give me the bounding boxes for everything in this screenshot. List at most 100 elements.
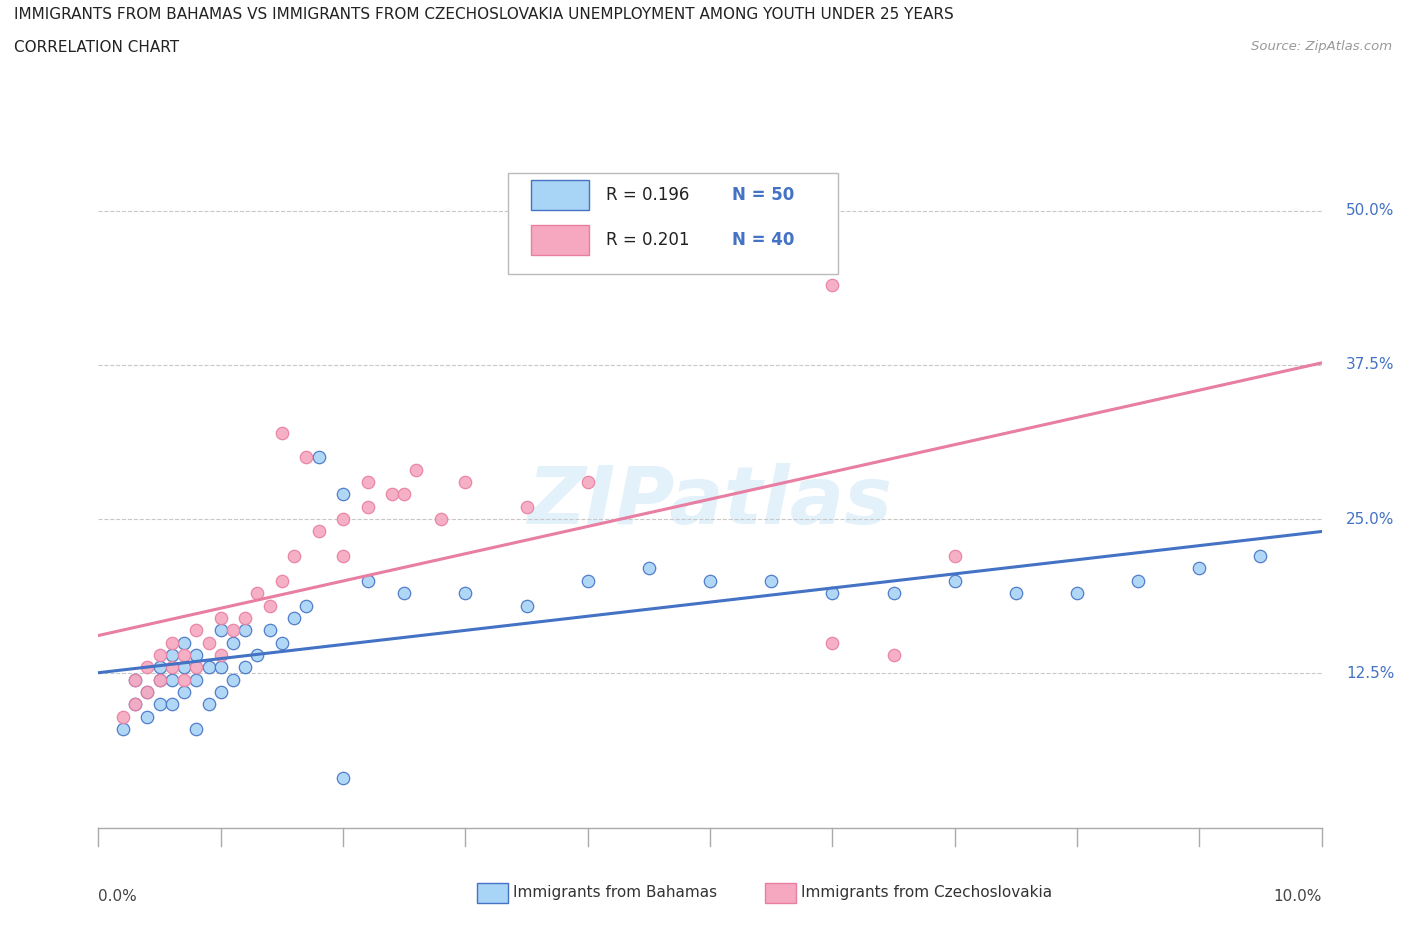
Point: [332, 771, 354, 786]
Point: [149, 697, 172, 711]
Point: [1188, 561, 1211, 576]
Text: ZIPatlas: ZIPatlas: [527, 463, 893, 541]
Point: [186, 722, 208, 737]
Point: [356, 474, 378, 489]
Text: Immigrants from Czechoslovakia: Immigrants from Czechoslovakia: [801, 885, 1053, 900]
Point: [1004, 586, 1026, 601]
Point: [124, 672, 146, 687]
Point: [308, 450, 330, 465]
Point: [149, 672, 172, 687]
Point: [295, 598, 318, 613]
Point: [883, 586, 905, 601]
Point: [356, 574, 378, 589]
Point: [270, 425, 292, 440]
Point: [124, 697, 146, 711]
Text: N = 50: N = 50: [733, 186, 794, 204]
Text: N = 40: N = 40: [733, 231, 794, 248]
Point: [186, 623, 208, 638]
Point: [149, 659, 172, 674]
Point: [173, 635, 195, 650]
Point: [759, 574, 782, 589]
Point: [222, 623, 245, 638]
Point: [454, 586, 477, 601]
Text: Source: ZipAtlas.com: Source: ZipAtlas.com: [1251, 40, 1392, 53]
Point: [149, 672, 172, 687]
Point: [197, 659, 219, 674]
Text: 10.0%: 10.0%: [1274, 889, 1322, 904]
Point: [197, 635, 219, 650]
Text: R = 0.201: R = 0.201: [606, 231, 689, 248]
Point: [259, 598, 281, 613]
Point: [430, 512, 453, 526]
Point: [283, 549, 305, 564]
Point: [186, 647, 208, 662]
Point: [197, 697, 219, 711]
Point: [637, 561, 661, 576]
Point: [160, 659, 183, 674]
Text: CORRELATION CHART: CORRELATION CHART: [14, 40, 179, 55]
Point: [136, 684, 159, 699]
Point: [186, 659, 208, 674]
Point: [576, 474, 599, 489]
Text: 25.0%: 25.0%: [1346, 512, 1395, 526]
Point: [222, 672, 245, 687]
Point: [821, 586, 844, 601]
Point: [186, 672, 208, 687]
Point: [149, 647, 172, 662]
Point: [405, 462, 427, 477]
Point: [136, 659, 159, 674]
Text: R = 0.196: R = 0.196: [606, 186, 689, 204]
Point: [111, 722, 134, 737]
Point: [392, 586, 416, 601]
Point: [283, 610, 305, 625]
Point: [381, 487, 404, 502]
Point: [270, 574, 292, 589]
Point: [160, 672, 183, 687]
Point: [1249, 549, 1271, 564]
Point: [1128, 574, 1150, 589]
Point: [173, 659, 195, 674]
Point: [173, 684, 195, 699]
Point: [160, 697, 183, 711]
Point: [124, 697, 146, 711]
Point: [454, 474, 477, 489]
Text: 37.5%: 37.5%: [1346, 357, 1395, 372]
Point: [270, 635, 292, 650]
Point: [222, 635, 245, 650]
Point: [516, 598, 538, 613]
Point: [209, 659, 232, 674]
Point: [516, 499, 538, 514]
Point: [233, 659, 256, 674]
Text: 0.0%: 0.0%: [98, 889, 138, 904]
Point: [209, 610, 232, 625]
Point: [246, 647, 269, 662]
Point: [883, 647, 905, 662]
Point: [308, 524, 330, 538]
Point: [1066, 586, 1088, 601]
Point: [124, 672, 146, 687]
Point: [136, 710, 159, 724]
Point: [356, 499, 378, 514]
Point: [943, 549, 966, 564]
Point: [173, 647, 195, 662]
Point: [111, 710, 134, 724]
Point: [821, 277, 844, 292]
Point: [233, 610, 256, 625]
Point: [332, 549, 354, 564]
Point: [136, 684, 159, 699]
Point: [943, 574, 966, 589]
Point: [209, 623, 232, 638]
Point: [576, 574, 599, 589]
Point: [392, 487, 416, 502]
Point: [699, 574, 721, 589]
Point: [209, 647, 232, 662]
Point: [295, 450, 318, 465]
FancyBboxPatch shape: [531, 225, 589, 255]
FancyBboxPatch shape: [531, 180, 589, 210]
Point: [209, 684, 232, 699]
Point: [233, 623, 256, 638]
Point: [821, 635, 844, 650]
Point: [332, 512, 354, 526]
Point: [259, 623, 281, 638]
Point: [246, 586, 269, 601]
